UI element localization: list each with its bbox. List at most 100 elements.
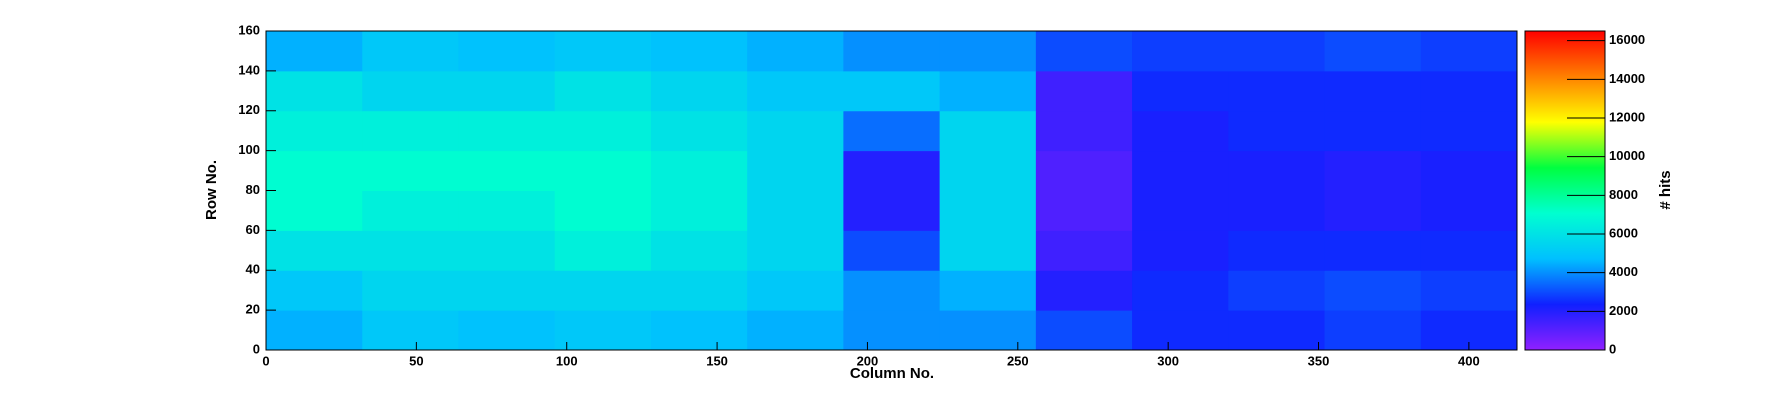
- heatmap-cell: [458, 310, 556, 351]
- heatmap-cell: [266, 110, 363, 152]
- heatmap-cell: [1035, 310, 1133, 351]
- heatmap-cell: [458, 150, 556, 191]
- colorbar-tick-label: 4000: [1609, 264, 1638, 279]
- heatmap-cell: [554, 230, 652, 271]
- heatmap-cell: [362, 190, 459, 231]
- heatmap-cell: [554, 150, 652, 191]
- colorbar-label: # hits: [1657, 170, 1674, 209]
- x-tick-label: 150: [706, 353, 728, 368]
- heatmap-cell: [939, 70, 1037, 112]
- heatmap-cell: [650, 270, 748, 311]
- heatmap-cell: [1420, 230, 1518, 271]
- heatmap-cell: [1420, 110, 1518, 152]
- heatmap-cell: [1324, 190, 1422, 231]
- heatmap-cell: [1035, 230, 1133, 271]
- heatmap-cell: [747, 110, 844, 152]
- heatmap-cell: [747, 230, 844, 271]
- heatmap-cell: [266, 150, 363, 191]
- heatmap-cell: [362, 110, 459, 152]
- x-tick-label: 0: [262, 353, 269, 368]
- heatmap-cell: [1228, 110, 1326, 152]
- heatmap-cell: [747, 31, 844, 72]
- heatmap-cell: [1228, 31, 1326, 72]
- colorbar-tick-label: 6000: [1609, 225, 1638, 240]
- heatmap-cell: [939, 270, 1037, 311]
- heatmap-cell: [1132, 70, 1229, 112]
- heatmap-cell: [843, 31, 941, 72]
- heatmap-cell: [843, 270, 941, 311]
- heatmap-cell: [266, 230, 363, 271]
- colorbar-tick-label: 0: [1609, 341, 1616, 356]
- heatmap-cell: [266, 310, 363, 351]
- heatmap-cell: [1228, 270, 1326, 311]
- x-tick-label: 50: [409, 353, 423, 368]
- heatmap-cell: [843, 110, 941, 152]
- y-tick-label: 100: [238, 142, 260, 157]
- heatmap-cell: [1420, 150, 1518, 191]
- heatmap-cell: [362, 70, 459, 112]
- x-tick-label: 100: [556, 353, 578, 368]
- heatmap-cell: [939, 190, 1037, 231]
- heatmap-cell: [939, 31, 1037, 72]
- heatmap-cell: [554, 70, 652, 112]
- heatmap-cell: [458, 230, 556, 271]
- y-tick-label: 40: [246, 262, 260, 277]
- y-tick-label: 160: [238, 22, 260, 37]
- heatmap-cell: [650, 310, 748, 351]
- heatmap-cell: [1420, 31, 1518, 72]
- heatmap-cell: [362, 150, 459, 191]
- heatmap-cell: [939, 110, 1037, 152]
- heatmap-cell: [650, 31, 748, 72]
- heatmap-cell: [1324, 310, 1422, 351]
- y-tick-label: 140: [238, 62, 260, 77]
- heatmap-cell: [1420, 270, 1518, 311]
- heatmap-cell: [458, 70, 556, 112]
- heatmap-cell: [939, 310, 1037, 351]
- heatmap-cell: [843, 70, 941, 112]
- heatmap-cell: [747, 310, 844, 351]
- heatmap-cell: [1132, 230, 1229, 271]
- heatmap-cell: [458, 190, 556, 231]
- heatmap-cell: [1035, 190, 1133, 231]
- heatmap-cell: [362, 31, 459, 72]
- y-tick-label: 80: [246, 182, 260, 197]
- heatmap-cell: [1035, 150, 1133, 191]
- heatmap-cell: [554, 110, 652, 152]
- colorbar-tick-label: 12000: [1609, 109, 1645, 124]
- heatmap-cell: [266, 190, 363, 231]
- colorbar-tick-label: 8000: [1609, 187, 1638, 202]
- heatmap-cell: [266, 70, 363, 112]
- heatmap-cell: [458, 31, 556, 72]
- heatmap-cell: [1228, 150, 1326, 191]
- x-tick-label: 200: [857, 353, 879, 368]
- heatmap-cell: [650, 110, 748, 152]
- colorbar-frame: [1524, 30, 1606, 351]
- heatmap-cell: [650, 150, 748, 191]
- heatmap-cell: [1420, 70, 1518, 112]
- heatmap-cell: [1035, 110, 1133, 152]
- heatmap-cell: [1035, 31, 1133, 72]
- y-axis-label: Row No.: [203, 160, 220, 220]
- heatmap-cell: [1324, 70, 1422, 112]
- x-axis-label: Column No.: [850, 365, 934, 382]
- heatmap-cell: [1324, 270, 1422, 311]
- heatmap-cell: [747, 270, 844, 311]
- heatmap-cell: [843, 190, 941, 231]
- heatmap-cell: [458, 110, 556, 152]
- heatmap-cell: [554, 31, 652, 72]
- colorbar-tick-label: 14000: [1609, 71, 1645, 86]
- heatmap-cell: [747, 70, 844, 112]
- heatmap-cell: [1132, 190, 1229, 231]
- heatmap-cell: [1324, 110, 1422, 152]
- y-tick-label: 0: [253, 341, 260, 356]
- heatmap-cell: [747, 150, 844, 191]
- heatmap-cell: [362, 270, 459, 311]
- heatmap-cell: [650, 230, 748, 271]
- colorbar: [1525, 31, 1605, 350]
- heatmap-cell: [939, 230, 1037, 271]
- y-tick-label: 20: [246, 302, 260, 317]
- heatmap-cell: [1228, 70, 1326, 112]
- heatmap-cell: [1324, 150, 1422, 191]
- heatmap-cell: [266, 31, 363, 72]
